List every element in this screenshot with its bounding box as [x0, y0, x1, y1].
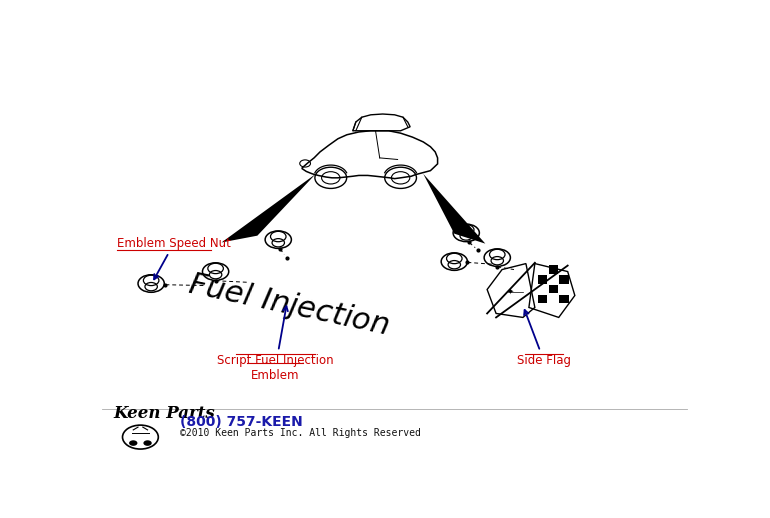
Text: $\mathit{Fuel\ Injection}$: $\mathit{Fuel\ Injection}$ — [185, 268, 392, 343]
Bar — [559, 295, 569, 304]
Bar — [537, 295, 547, 304]
Text: (800) 757-KEEN: (800) 757-KEEN — [180, 415, 303, 429]
Circle shape — [143, 440, 152, 446]
Text: Keen Parts: Keen Parts — [113, 405, 215, 422]
Polygon shape — [424, 174, 485, 243]
Text: ©2010 Keen Parts Inc. All Rights Reserved: ©2010 Keen Parts Inc. All Rights Reserve… — [180, 428, 420, 438]
Text: $\mathit{Fuel\ Injection}$: $\mathit{Fuel\ Injection}$ — [185, 268, 392, 343]
Bar — [537, 275, 547, 283]
Text: Script Fuel Injection
Emblem: Script Fuel Injection Emblem — [217, 306, 333, 382]
Text: Emblem Speed Nut: Emblem Speed Nut — [117, 237, 231, 279]
Text: Side Flag: Side Flag — [517, 310, 571, 367]
Polygon shape — [222, 174, 316, 242]
Bar — [548, 265, 558, 274]
Bar — [548, 285, 558, 294]
Circle shape — [129, 440, 137, 446]
Bar — [559, 275, 569, 283]
Text: ✦: ✦ — [507, 287, 514, 296]
